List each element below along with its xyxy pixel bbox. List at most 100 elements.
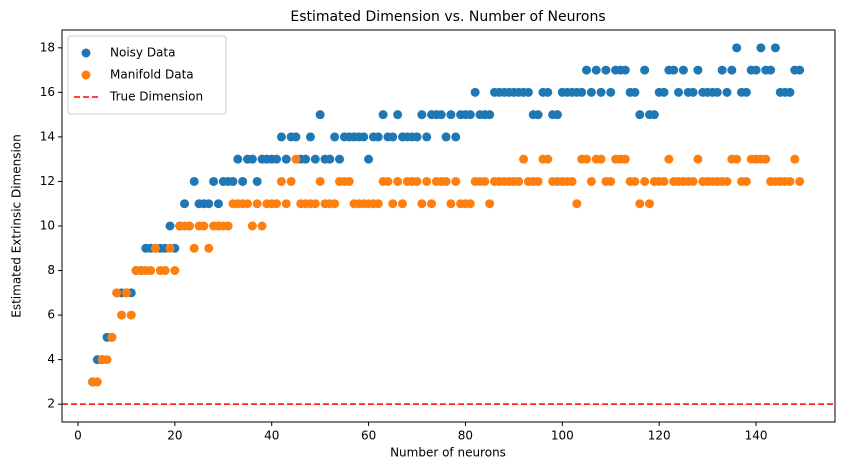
legend-label: Noisy Data — [110, 46, 175, 60]
point — [770, 43, 780, 53]
point — [102, 355, 112, 365]
point — [238, 176, 248, 186]
point — [422, 132, 432, 142]
point — [620, 65, 630, 75]
point — [117, 310, 127, 320]
point — [722, 176, 732, 186]
point — [630, 176, 640, 186]
point — [678, 65, 688, 75]
point — [252, 199, 262, 209]
point — [121, 288, 131, 298]
point — [441, 132, 451, 142]
point — [732, 154, 742, 164]
point — [422, 176, 432, 186]
point — [766, 65, 776, 75]
x-tick-label: 80 — [458, 429, 473, 443]
point — [601, 65, 611, 75]
chart-title: Estimated Dimension vs. Number of Neuron… — [290, 9, 605, 25]
point — [276, 132, 286, 142]
point — [412, 132, 422, 142]
point — [732, 43, 742, 53]
point — [533, 176, 543, 186]
point — [310, 154, 320, 164]
legend-marker — [81, 70, 91, 80]
y-tick-label: 4 — [47, 352, 55, 366]
point — [204, 243, 214, 253]
point — [659, 176, 669, 186]
point — [523, 87, 533, 97]
point — [92, 377, 102, 387]
y-axis-label: Estimated Extrinsic Dimension — [10, 134, 24, 317]
y-tick-label: 12 — [40, 174, 55, 188]
y-tick-label: 10 — [40, 219, 55, 233]
point — [209, 176, 219, 186]
point — [577, 87, 587, 97]
point — [373, 132, 383, 142]
x-tick-label: 60 — [361, 429, 376, 443]
x-tick-label: 140 — [745, 429, 768, 443]
point — [582, 65, 592, 75]
y-tick-label: 2 — [47, 397, 55, 411]
point — [635, 110, 645, 120]
point — [446, 110, 456, 120]
point — [688, 87, 698, 97]
point — [286, 176, 296, 186]
point — [417, 199, 427, 209]
legend-marker — [81, 48, 91, 58]
point — [693, 154, 703, 164]
point — [620, 154, 630, 164]
point — [393, 176, 403, 186]
point — [606, 176, 616, 186]
point — [373, 199, 383, 209]
point — [412, 176, 422, 186]
point — [741, 87, 751, 97]
point — [243, 199, 253, 209]
point — [223, 221, 233, 231]
point — [150, 243, 160, 253]
point — [465, 199, 475, 209]
x-tick-label: 0 — [74, 429, 82, 443]
point — [567, 176, 577, 186]
point — [310, 199, 320, 209]
point — [485, 110, 495, 120]
point — [146, 266, 156, 276]
point — [112, 288, 122, 298]
point — [451, 132, 461, 142]
legend: Noisy Data Manifold Data True Dimension — [67, 35, 227, 115]
x-axis-label: Number of neurons — [390, 446, 506, 460]
point — [388, 132, 398, 142]
point — [790, 154, 800, 164]
point — [291, 132, 301, 142]
point — [393, 110, 403, 120]
point — [228, 176, 238, 186]
point — [785, 87, 795, 97]
point — [441, 176, 451, 186]
x-tick-label: 100 — [551, 429, 574, 443]
point — [189, 243, 199, 253]
y-tick-label: 18 — [40, 40, 55, 54]
point — [330, 199, 340, 209]
point — [640, 176, 650, 186]
point — [160, 266, 170, 276]
point — [552, 110, 562, 120]
point — [335, 154, 345, 164]
point — [388, 199, 398, 209]
point — [693, 65, 703, 75]
point — [436, 110, 446, 120]
point — [630, 87, 640, 97]
point — [596, 87, 606, 97]
point — [582, 154, 592, 164]
point — [635, 199, 645, 209]
y-tick-label: 14 — [40, 129, 55, 143]
point — [344, 176, 354, 186]
point — [359, 132, 369, 142]
x-tick-label: 120 — [648, 429, 671, 443]
point — [644, 199, 654, 209]
point — [717, 65, 727, 75]
point — [795, 176, 805, 186]
point — [301, 154, 311, 164]
point — [543, 87, 553, 97]
point — [199, 221, 209, 231]
point — [451, 176, 461, 186]
legend-label: True Dimension — [109, 90, 203, 104]
